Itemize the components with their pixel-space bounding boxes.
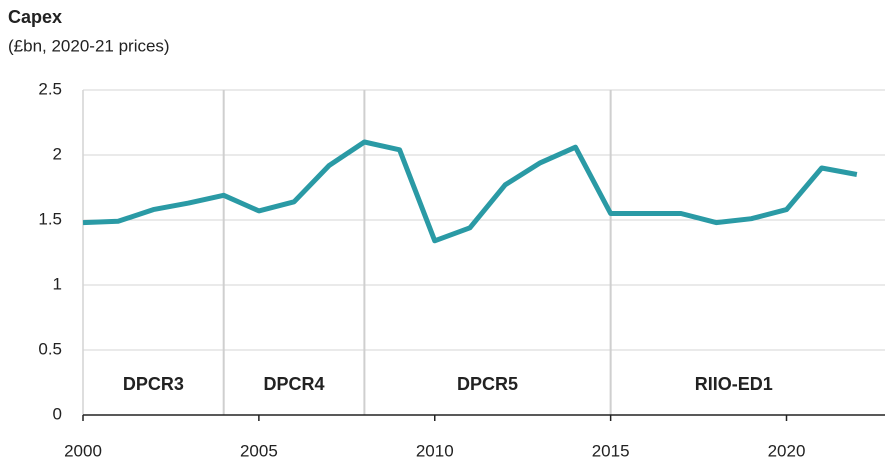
period-label: DPCR3 — [123, 374, 184, 394]
y-tick-label: 1 — [53, 274, 62, 293]
period-label: DPCR4 — [264, 374, 325, 394]
period-label: DPCR5 — [457, 374, 518, 394]
y-tick-label: 0 — [53, 404, 62, 423]
x-tick-label: 2010 — [416, 441, 454, 460]
x-tick-label: 2015 — [592, 441, 630, 460]
period-label: RIIO-ED1 — [695, 374, 773, 394]
y-tick-label: 2.5 — [38, 79, 62, 98]
x-tick-label: 2005 — [240, 441, 278, 460]
data-line — [82, 139, 858, 244]
y-tick-label: 1.5 — [38, 209, 62, 228]
y-tick-label: 2 — [53, 144, 62, 163]
chart-subtitle: (£bn, 2020-21 prices) — [8, 36, 170, 55]
x-tick-label: 2020 — [768, 441, 806, 460]
x-tick-label: 2000 — [64, 441, 102, 460]
y-tick-label: 0.5 — [38, 339, 62, 358]
chart-title: Capex — [8, 7, 62, 27]
